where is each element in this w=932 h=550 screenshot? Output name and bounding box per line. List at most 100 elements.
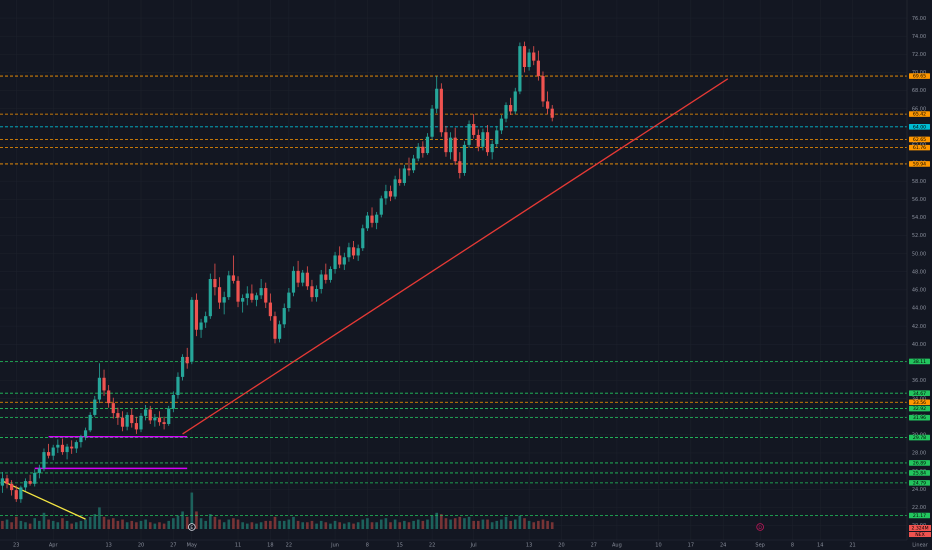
level-price-label: 38.11	[913, 359, 926, 365]
level-price-label: 21.17	[913, 513, 926, 519]
candle-body	[176, 376, 180, 395]
volume-bar	[504, 516, 508, 529]
candle-body	[490, 144, 494, 153]
volume-bar	[329, 523, 332, 529]
candle-body	[83, 430, 88, 437]
candle-body	[42, 452, 46, 469]
volume-bar	[42, 512, 46, 529]
volume-bar	[472, 520, 475, 529]
volume-bar	[130, 520, 134, 529]
candle-body	[157, 417, 162, 423]
volume-bar	[199, 518, 203, 529]
time-tick-label: 8	[791, 543, 794, 549]
volume-bar	[537, 520, 540, 529]
candle-body	[305, 272, 309, 287]
candle-body	[282, 308, 286, 325]
level-price-tag	[909, 434, 930, 441]
time-tick-label: 11	[235, 543, 241, 549]
volume-bar	[135, 522, 138, 529]
volume-bar	[14, 516, 18, 529]
volume-bar	[75, 522, 78, 529]
volume-bar	[33, 518, 37, 529]
candle-body	[287, 292, 291, 309]
candle-body	[495, 130, 499, 145]
volume-bar	[375, 522, 378, 529]
price-tick-label: 42.00	[912, 324, 926, 330]
volume-bar	[259, 522, 263, 529]
volume-bar	[324, 522, 328, 529]
candle-body	[171, 394, 175, 409]
candle-body	[213, 279, 217, 288]
volume-bar	[490, 522, 494, 529]
time-tick-label: Apr	[49, 543, 59, 549]
volume-bar	[111, 518, 115, 529]
volume-bar	[28, 523, 32, 529]
candle-body	[241, 298, 245, 302]
candle-body	[139, 415, 143, 430]
volume-bar	[426, 519, 429, 529]
time-tick-label: 14	[817, 543, 823, 549]
volume-bar	[546, 520, 549, 529]
volume-bar	[366, 518, 369, 529]
candle-body	[204, 316, 208, 323]
volume-bar	[435, 512, 439, 529]
price-tick-label: 72.00	[912, 52, 926, 58]
volume-bar	[347, 522, 351, 529]
time-tick-label: 22	[429, 543, 435, 549]
volume-bar	[278, 520, 281, 529]
level-price-label: 34.67	[913, 391, 926, 397]
volume-bar	[144, 519, 147, 529]
event-marker	[756, 523, 764, 531]
candle-body	[351, 247, 356, 256]
candle-body	[430, 108, 434, 137]
level-price-tag	[909, 136, 930, 143]
candle-body	[328, 269, 333, 280]
volume-bar	[10, 522, 13, 529]
volume-bar	[79, 520, 83, 529]
volume-bars	[1, 492, 554, 529]
volume-bar	[458, 516, 462, 529]
candle-body	[356, 248, 360, 256]
level-price-tag	[909, 111, 930, 117]
time-axis[interactable]	[0, 540, 932, 550]
price-axis[interactable]	[907, 0, 932, 540]
candle-body	[536, 60, 540, 77]
candle-body	[264, 288, 268, 303]
volume-bar	[88, 516, 92, 529]
candle-body	[444, 132, 448, 153]
scale-mode-label[interactable]: Linear	[912, 543, 928, 549]
candle-body	[194, 299, 199, 330]
volume-bar	[416, 519, 420, 529]
candle-body	[467, 124, 471, 145]
candle-body	[250, 293, 254, 300]
candle-body	[88, 414, 92, 431]
time-tick-label: Sep	[755, 543, 764, 549]
candle-body	[342, 257, 346, 265]
candle-body	[365, 215, 370, 229]
candle-body	[472, 124, 476, 135]
time-tick-label: Jul	[470, 543, 477, 549]
candle-body	[379, 198, 383, 215]
candle-body	[33, 472, 37, 484]
price-tick-label: 54.00	[912, 215, 926, 221]
volume-bar	[232, 518, 235, 529]
volume-bar	[65, 520, 69, 529]
volume-bar	[379, 519, 383, 529]
candle-body	[79, 436, 83, 443]
volume-bar	[306, 522, 309, 529]
candle-body	[236, 280, 240, 302]
volume-bar	[527, 520, 531, 529]
candle-body	[476, 134, 480, 147]
candle-body	[134, 423, 138, 430]
candle-body	[268, 302, 272, 317]
candle-body	[125, 414, 129, 427]
level-price-tag	[909, 399, 930, 406]
volume-bar	[172, 518, 175, 529]
candle-body	[435, 88, 439, 109]
volume-bar	[102, 516, 106, 529]
volume-bar	[476, 520, 480, 529]
candle-body	[153, 417, 157, 421]
